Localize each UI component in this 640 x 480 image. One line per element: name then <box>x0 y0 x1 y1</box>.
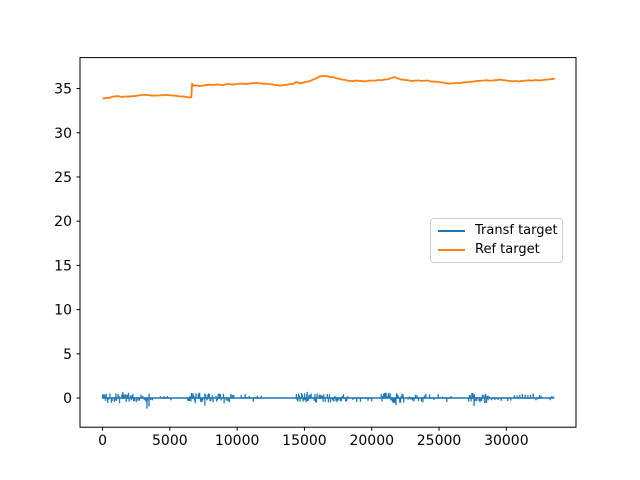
transf-noise-burst <box>428 394 452 402</box>
y-tick-label: 35 <box>54 82 72 98</box>
transf-noise-burst <box>468 393 490 404</box>
transf-noise-burst <box>490 397 512 401</box>
axes-spines <box>79 57 577 428</box>
x-tick-label: 25000 <box>417 433 462 449</box>
transf-noise-burst <box>407 393 427 403</box>
series-ref-target <box>102 74 555 100</box>
transf-noise-burst <box>135 393 153 403</box>
x-tick-label: 0 <box>98 433 107 449</box>
y-tick-label: 5 <box>63 347 72 363</box>
x-axis: 0 5000 10000 15000 20000 25000 30000 <box>98 427 529 449</box>
transf-noise-burst <box>295 393 326 403</box>
x-tick-label: 20000 <box>349 433 394 449</box>
legend-label-ref-target: Ref target <box>475 241 540 257</box>
legend: Transf target Ref target <box>430 218 563 263</box>
y-tick-label: 20 <box>54 214 72 230</box>
y-tick-label: 15 <box>54 258 72 274</box>
legend-label-transf-target: Transf target <box>475 223 558 239</box>
y-tick-label: 0 <box>63 391 72 407</box>
transf-noise-burst <box>326 394 349 403</box>
ref-target-line <box>102 74 555 100</box>
y-tick-label: 25 <box>54 170 72 186</box>
transf-noise-burst <box>101 392 136 404</box>
transf-noise-burst <box>352 397 373 402</box>
x-tick-label: 5000 <box>152 433 188 449</box>
x-tick-label: 15000 <box>282 433 327 449</box>
y-tick-label: 10 <box>54 303 72 319</box>
y-tick-label: 30 <box>54 126 72 142</box>
x-tick-label: 10000 <box>215 433 260 449</box>
legend-line-sample-ref <box>438 248 465 251</box>
series-transf-target <box>101 391 555 409</box>
y-axis: 0 5 10 15 20 25 30 35 <box>54 82 80 407</box>
transf-noise-burst <box>380 392 405 404</box>
transf-noise-burst <box>513 393 534 399</box>
transf-noise-burst <box>240 394 263 402</box>
transf-noise-burst <box>187 392 225 404</box>
legend-item-ref-target: Ref target <box>438 241 555 259</box>
x-tick-label: 30000 <box>484 433 529 449</box>
transf-noise-burst <box>225 394 235 403</box>
transf-noise-burst <box>159 395 172 401</box>
transf-noise-burst <box>535 395 542 401</box>
transf-noise-burst <box>549 396 555 401</box>
legend-item-transf-target: Transf target <box>438 222 558 240</box>
legend-line-sample-transf <box>438 230 465 233</box>
